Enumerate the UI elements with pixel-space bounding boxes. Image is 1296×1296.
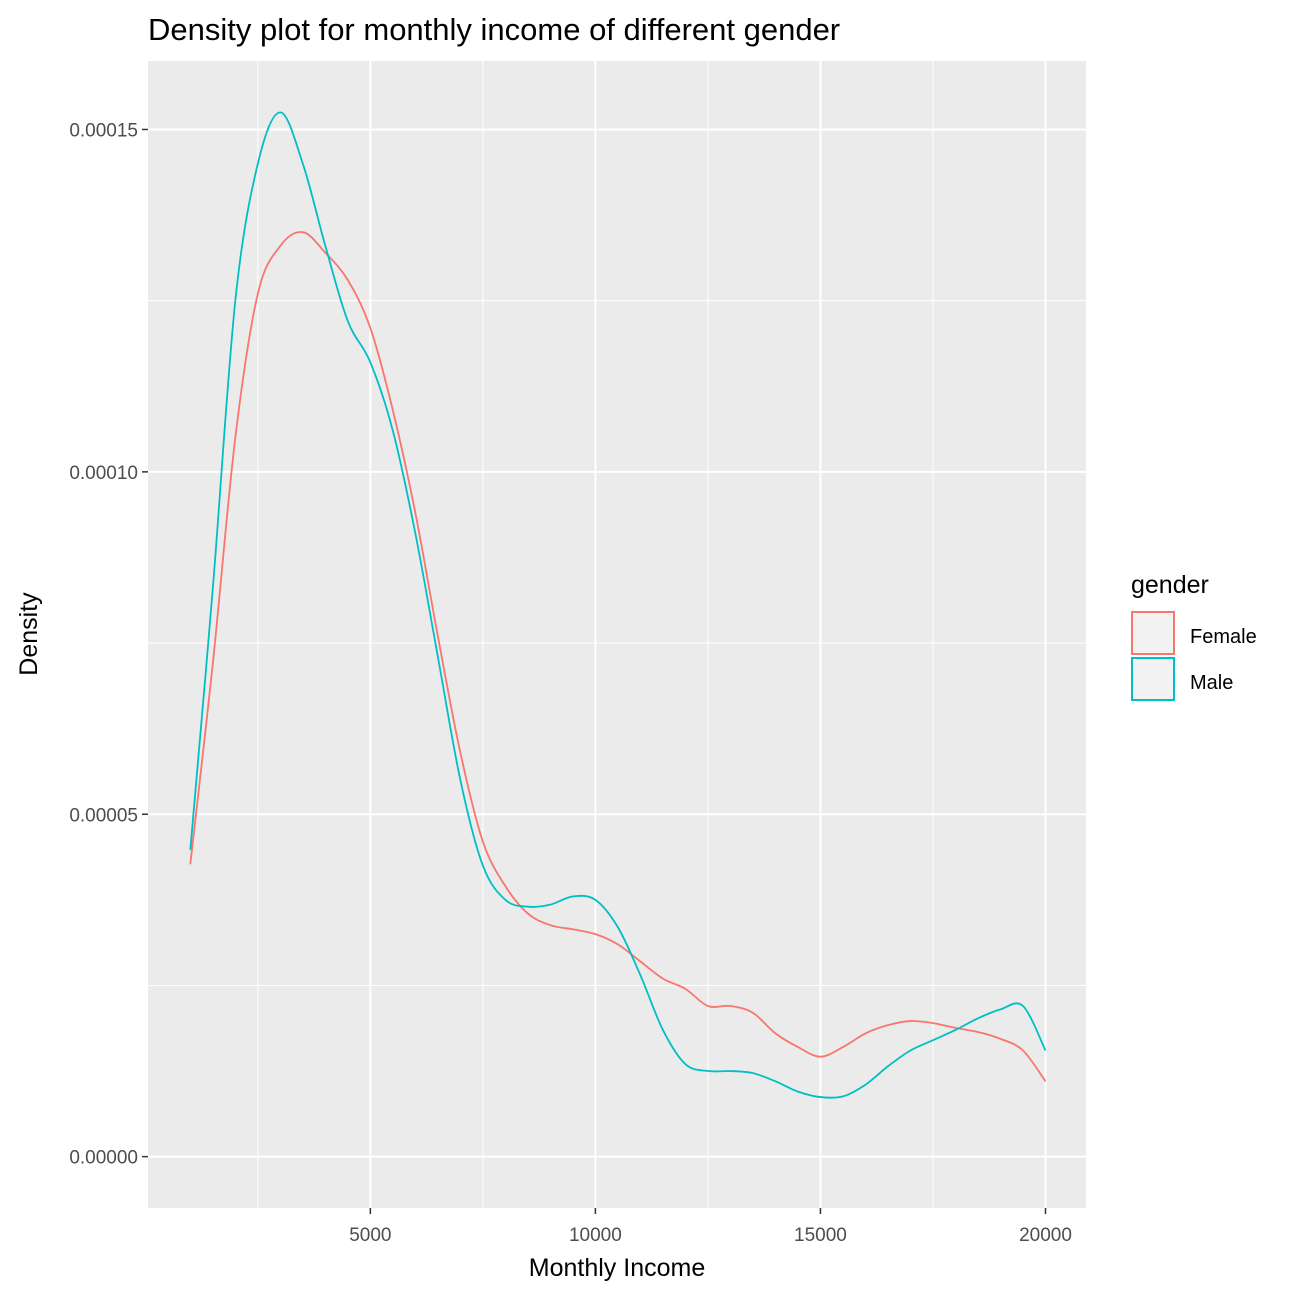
legend-label-male: Male (1190, 672, 1233, 694)
x-axis-title: Monthly Income (529, 1254, 705, 1282)
x-tick-label: 15000 (794, 1225, 847, 1246)
x-tick-label: 20000 (1019, 1225, 1072, 1246)
plot-panel (148, 61, 1086, 1208)
major-gridlines (148, 61, 1086, 1208)
series-line-male (189, 111, 1047, 1099)
axis-ticks: 5000 10000 15000 20000 0.00000 0.00005 0.00010… (69, 120, 1072, 1246)
y-tick-label: 0.00000 (69, 1148, 138, 1169)
legend: gender Female Male (1131, 571, 1257, 701)
series-line-female (189, 231, 1047, 1082)
legend-key-female (1131, 611, 1175, 655)
legend-key-male (1131, 657, 1175, 701)
legend-title: gender (1131, 571, 1209, 599)
legend-item-female: Female (1131, 611, 1257, 655)
legend-item-male: Male (1131, 657, 1233, 701)
legend-label-female: Female (1190, 626, 1257, 648)
y-tick-label: 0.00015 (69, 120, 138, 141)
x-tick-label: 5000 (349, 1225, 391, 1246)
density-lines (189, 111, 1047, 1099)
y-axis-title: Density (15, 592, 43, 676)
x-tick-label: 10000 (569, 1225, 622, 1246)
y-tick-label: 0.00010 (69, 463, 138, 484)
y-tick-label: 0.00005 (69, 805, 138, 826)
minor-gridlines (148, 61, 1086, 1208)
chart-title: Density plot for monthly income of diffe… (148, 12, 840, 47)
